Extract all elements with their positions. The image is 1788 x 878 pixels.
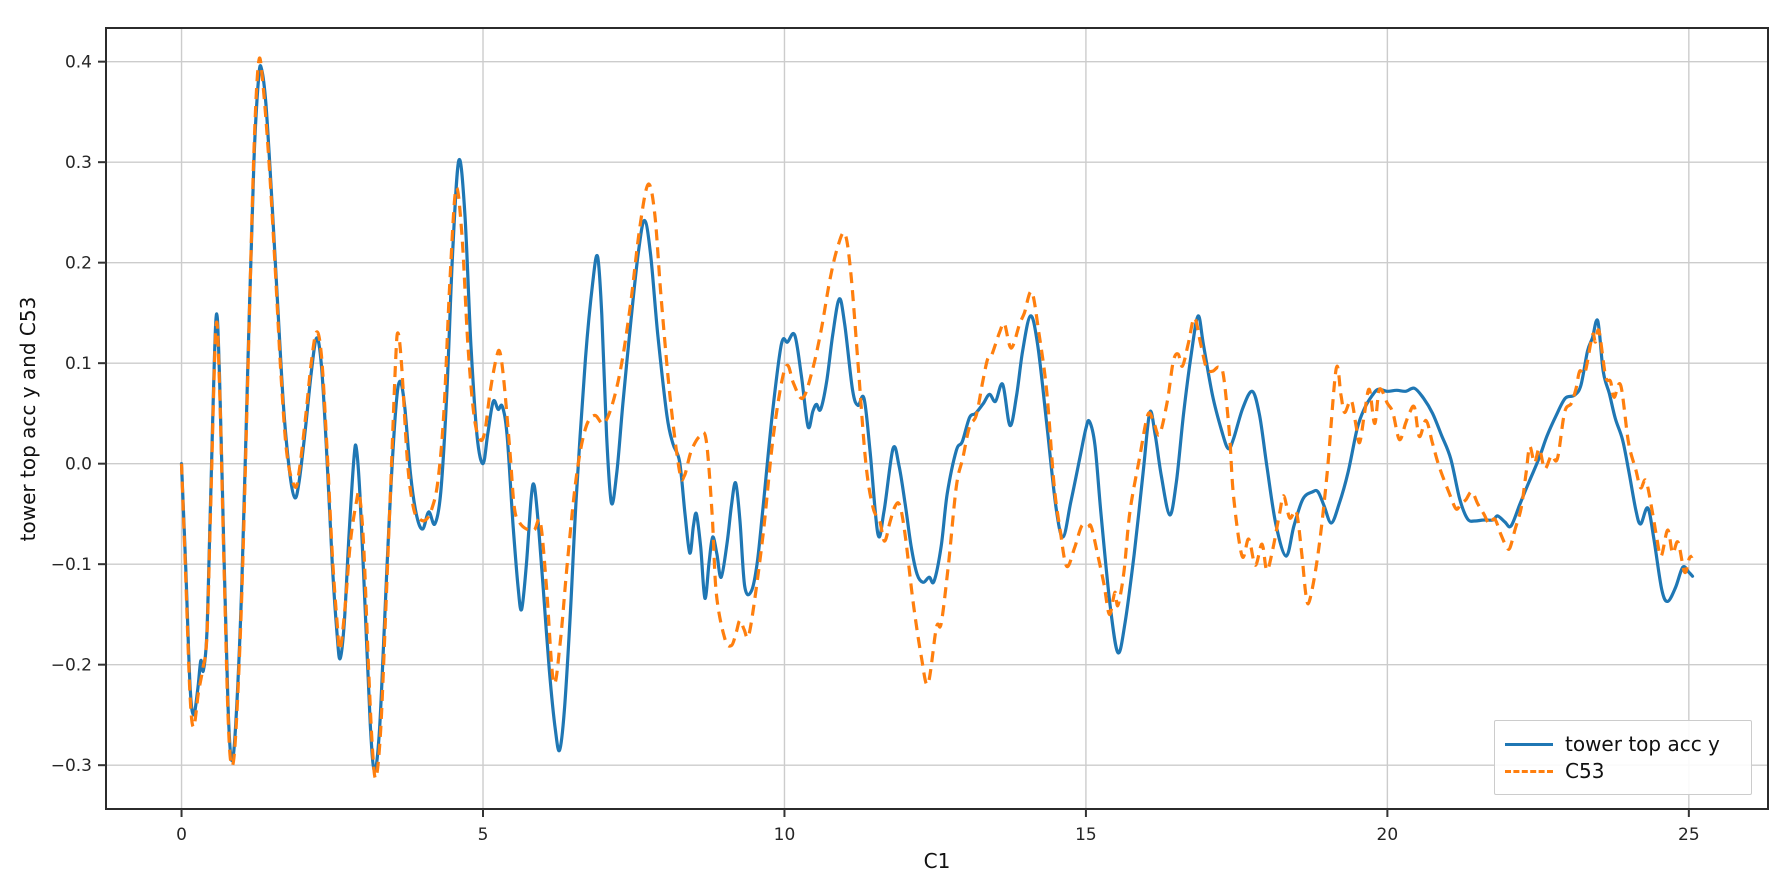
legend-dashed-line-swatch	[1505, 769, 1553, 773]
y-tick-label: 0.2	[65, 254, 92, 274]
legend-item-tower-top-acc-y: tower top acc y	[1505, 734, 1741, 754]
x-tick-label: 20	[1377, 825, 1399, 845]
legend-item-c53: C53	[1505, 761, 1741, 781]
y-tick-label: −0.1	[51, 555, 92, 575]
x-axis-label: C1	[923, 849, 951, 873]
x-tick-label: 10	[774, 825, 796, 845]
x-tick-label: 15	[1075, 825, 1097, 845]
y-tick-label: 0.4	[65, 53, 92, 73]
y-tick-label: −0.3	[51, 756, 92, 776]
series-line-c53	[179, 56, 1694, 780]
y-tick-label: 0.3	[65, 153, 92, 173]
x-tick-label: 5	[478, 825, 489, 845]
legend-solid-line-swatch	[1505, 742, 1553, 746]
y-tick-label: 0.0	[65, 455, 92, 475]
y-tick-label: 0.1	[65, 354, 92, 374]
y-axis-label: tower top acc y and C53	[16, 296, 40, 541]
y-tick-label: −0.2	[51, 656, 92, 676]
legend: tower top acc y C53	[1494, 720, 1752, 795]
series-line-tower-top-acc-y	[179, 64, 1695, 773]
plot-border	[105, 27, 1769, 810]
legend-label: tower top acc y	[1565, 732, 1720, 756]
x-tick-label: 25	[1678, 825, 1700, 845]
legend-label: C53	[1565, 759, 1605, 783]
x-tick-label: 0	[176, 825, 187, 845]
